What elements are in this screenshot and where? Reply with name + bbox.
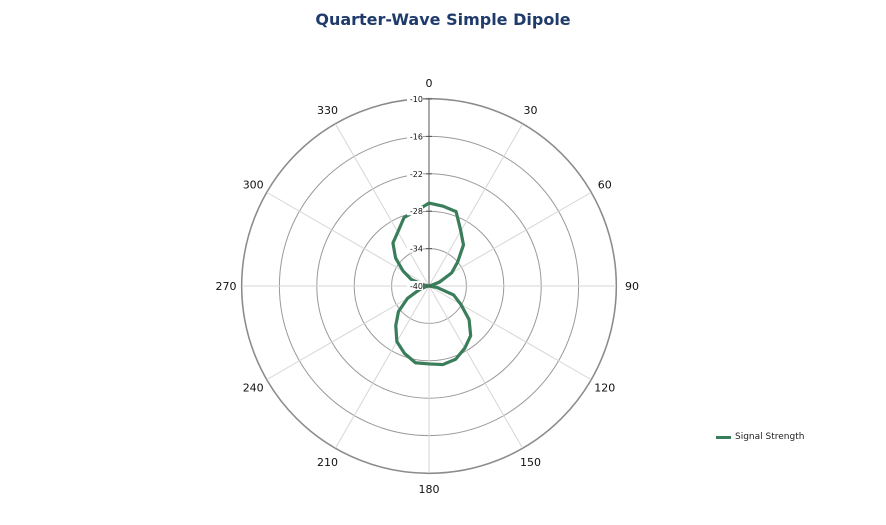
radial-label-bg xyxy=(407,206,423,216)
angle-tick-label: 0 xyxy=(426,77,433,90)
grid-spoke xyxy=(266,285,430,380)
grid-spoke xyxy=(428,285,592,380)
grid-spoke xyxy=(428,285,523,449)
radial-label-bg xyxy=(407,131,423,141)
radial-tick-label: -40 xyxy=(410,282,423,291)
angle-tick-label: 90 xyxy=(625,280,639,293)
grid-spoke xyxy=(428,123,523,287)
angle-tick-label: 180 xyxy=(419,483,440,496)
angle-tick-label: 330 xyxy=(317,104,338,117)
grid-spoke xyxy=(335,123,430,287)
angle-tick-label: 210 xyxy=(317,456,338,469)
radial-tick-label: -10 xyxy=(410,95,423,104)
chart-title: Quarter-Wave Simple Dipole xyxy=(315,10,571,29)
radial-label-bg xyxy=(407,281,423,290)
radial-label-bg xyxy=(407,243,423,253)
radial-tick-label: -28 xyxy=(410,207,423,216)
angle-tick-label: 60 xyxy=(598,179,612,192)
legend: Signal Strength xyxy=(716,432,804,442)
angle-tick-label: 150 xyxy=(520,456,541,469)
radial-axis: -10 -16 -22 -28 -34 -40 xyxy=(407,94,432,291)
radial-label-bg xyxy=(407,94,423,103)
legend-label: Signal Strength xyxy=(735,432,805,442)
angle-tick-label: 240 xyxy=(243,382,264,395)
angular-axis: 0 30 60 90 120 150 180 210 240 270 300 330 xyxy=(216,77,640,496)
angle-tick-label: 300 xyxy=(243,179,264,192)
angle-tick-label: 120 xyxy=(594,382,615,395)
grid-spoke xyxy=(335,285,430,449)
radial-tick-label: -22 xyxy=(410,170,423,179)
angle-tick-label: 30 xyxy=(524,104,538,117)
grid-spoke xyxy=(428,192,592,287)
radial-label-bg xyxy=(407,168,423,178)
legend-swatch xyxy=(716,435,731,439)
radial-tick-label: -16 xyxy=(410,132,423,141)
series-layer xyxy=(391,201,473,367)
series-line xyxy=(391,201,473,367)
radial-tick-label: -34 xyxy=(410,245,423,254)
angle-tick-label: 270 xyxy=(216,280,237,293)
